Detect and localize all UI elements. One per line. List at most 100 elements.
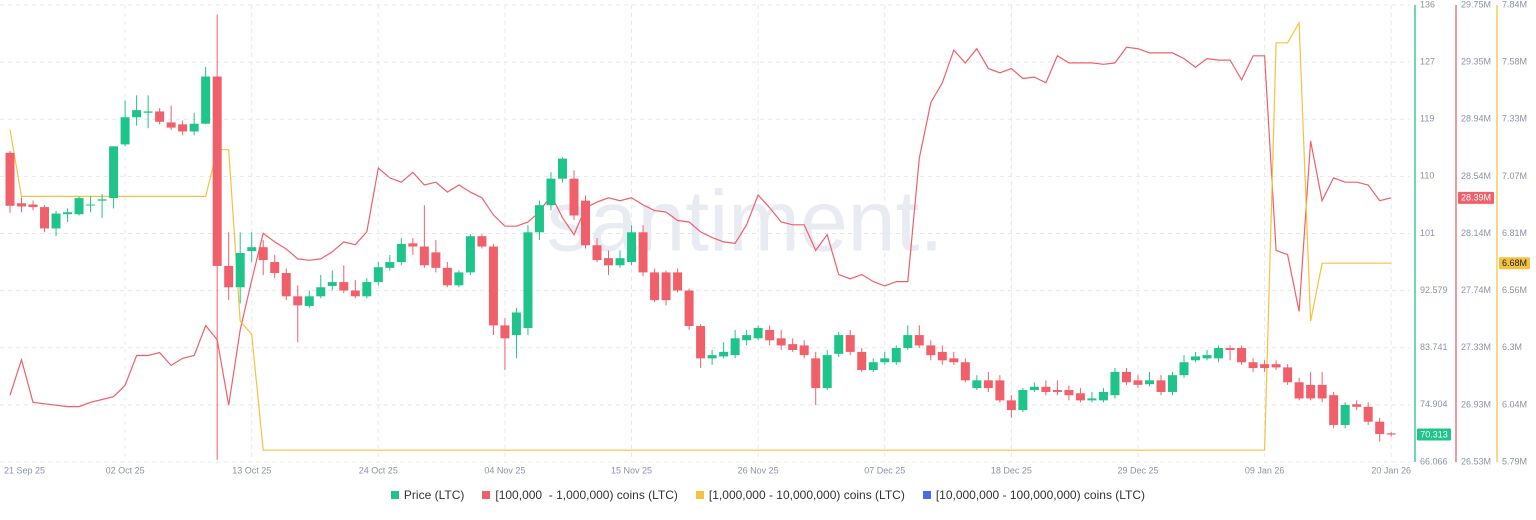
x-tick-label: 09 Jan 26 — [1245, 465, 1285, 475]
candle-body — [546, 178, 556, 206]
candle-body — [1110, 371, 1120, 396]
y-tick-label: 119 — [1420, 114, 1434, 124]
candle-body — [926, 345, 936, 356]
candle-body — [765, 329, 775, 341]
candle-body — [51, 213, 61, 229]
candle-body — [1352, 404, 1362, 407]
y-tick-label: 136 — [1420, 0, 1435, 9]
legend-item[interactable]: Price (LTC) — [390, 488, 465, 502]
candle-body — [465, 236, 475, 273]
last-value-badge — [1499, 257, 1530, 270]
y-tick-label: 6.3M — [1502, 342, 1522, 352]
candle-body — [511, 312, 521, 336]
candle-body — [1179, 362, 1189, 376]
candle-body — [1329, 395, 1339, 425]
candle-body — [983, 380, 993, 389]
last-value-label: 6.68M — [1502, 258, 1527, 268]
candle-body — [258, 247, 268, 261]
y-tick-label: 110 — [1420, 171, 1434, 181]
last-value-badge — [1417, 428, 1451, 441]
candle-body — [650, 272, 660, 301]
y-tick-label: 7.58M — [1502, 57, 1527, 67]
x-tick-label: 29 Dec 25 — [1117, 465, 1158, 475]
legend-label: [100,000 - 1,000,000) coins (LTC) — [495, 488, 678, 502]
y-tick-label: 5.79M — [1502, 456, 1527, 466]
legend-swatch — [482, 491, 491, 499]
candle-body — [1052, 390, 1062, 392]
candle-body — [419, 246, 429, 266]
legend-label: Price (LTC) — [403, 488, 465, 502]
candle-body — [857, 351, 867, 370]
candle-body — [1133, 380, 1143, 385]
candle-body — [880, 358, 890, 363]
candle-body — [431, 252, 441, 268]
candle-body — [1271, 364, 1281, 368]
candle-body — [5, 152, 15, 206]
candle-body — [86, 204, 96, 206]
candle-body — [534, 205, 544, 233]
chart: 66.066 74.904 83.741 92.579 101 110 119 127 136 2… — [0, 0, 1530, 475]
candle-body — [1375, 421, 1385, 434]
candle-body — [97, 199, 107, 201]
candle-body — [972, 380, 982, 389]
candle-body — [201, 76, 211, 124]
y-tick-label: 7.84M — [1502, 0, 1527, 9]
candle-body — [17, 203, 27, 207]
candle-body — [707, 355, 717, 359]
candle-body — [1214, 348, 1224, 359]
candle-body — [178, 124, 188, 132]
candle-body — [995, 380, 1005, 401]
legend-swatch — [922, 491, 931, 499]
candle-body — [247, 247, 257, 252]
candle-body — [339, 282, 349, 291]
candle-body — [1041, 386, 1051, 392]
series-line — [9, 46, 1392, 408]
candle-body — [454, 272, 464, 286]
y-tick-label: 29.35M — [1461, 57, 1491, 67]
candle-body — [1087, 398, 1097, 401]
y-tick-label: 28.94M — [1461, 114, 1491, 124]
series-line — [9, 20, 1392, 451]
candle-body — [868, 362, 878, 370]
y-tick-label: 28.54M — [1461, 171, 1491, 181]
candle-body — [1144, 380, 1154, 385]
candle-body — [569, 178, 579, 216]
y-tick-label: 74.904 — [1420, 399, 1448, 409]
legend-label: [10,000,000 - 100,000,000) coins (LTC) — [935, 488, 1146, 502]
y-tick-label: 66.066 — [1420, 456, 1448, 466]
candle-body — [914, 335, 924, 346]
candle-body — [949, 358, 959, 363]
candle-body — [477, 236, 487, 247]
candle-body — [661, 272, 671, 301]
candle-body — [1306, 384, 1316, 399]
candle-body — [891, 348, 901, 363]
y-tick-label: 101 — [1420, 228, 1435, 238]
candle-body — [304, 296, 314, 306]
candle-body — [109, 146, 119, 199]
candle-body — [1018, 390, 1028, 411]
candle-body — [903, 335, 913, 349]
candle-body — [523, 232, 533, 328]
y-tick-label: 92.579 — [1420, 285, 1448, 295]
legend-item[interactable]: [1,000,000 - 10,000,000) coins (LTC) — [695, 488, 905, 502]
candle-body — [488, 246, 498, 326]
legend-item[interactable]: [10,000,000 - 100,000,000) coins (LTC) — [922, 488, 1146, 502]
candle-body — [74, 198, 84, 215]
candle-body — [120, 117, 130, 145]
candle-body — [270, 262, 280, 274]
candle-body — [822, 355, 832, 389]
y-tick-label: 7.33M — [1502, 114, 1527, 124]
candle-body — [327, 282, 337, 286]
candle-body — [212, 76, 222, 266]
candle-body — [1340, 404, 1350, 425]
candle-body — [155, 111, 165, 122]
legend-item[interactable]: [100,000 - 1,000,000) coins (LTC) — [482, 488, 678, 502]
candle-body — [1168, 375, 1178, 392]
x-tick-label: 26 Nov 25 — [738, 465, 779, 475]
candle-body — [350, 290, 360, 297]
candle-body — [1283, 367, 1293, 383]
candle-body — [742, 335, 752, 341]
candle-body — [684, 290, 694, 327]
candle-body — [627, 232, 637, 263]
candle-body — [776, 338, 786, 346]
